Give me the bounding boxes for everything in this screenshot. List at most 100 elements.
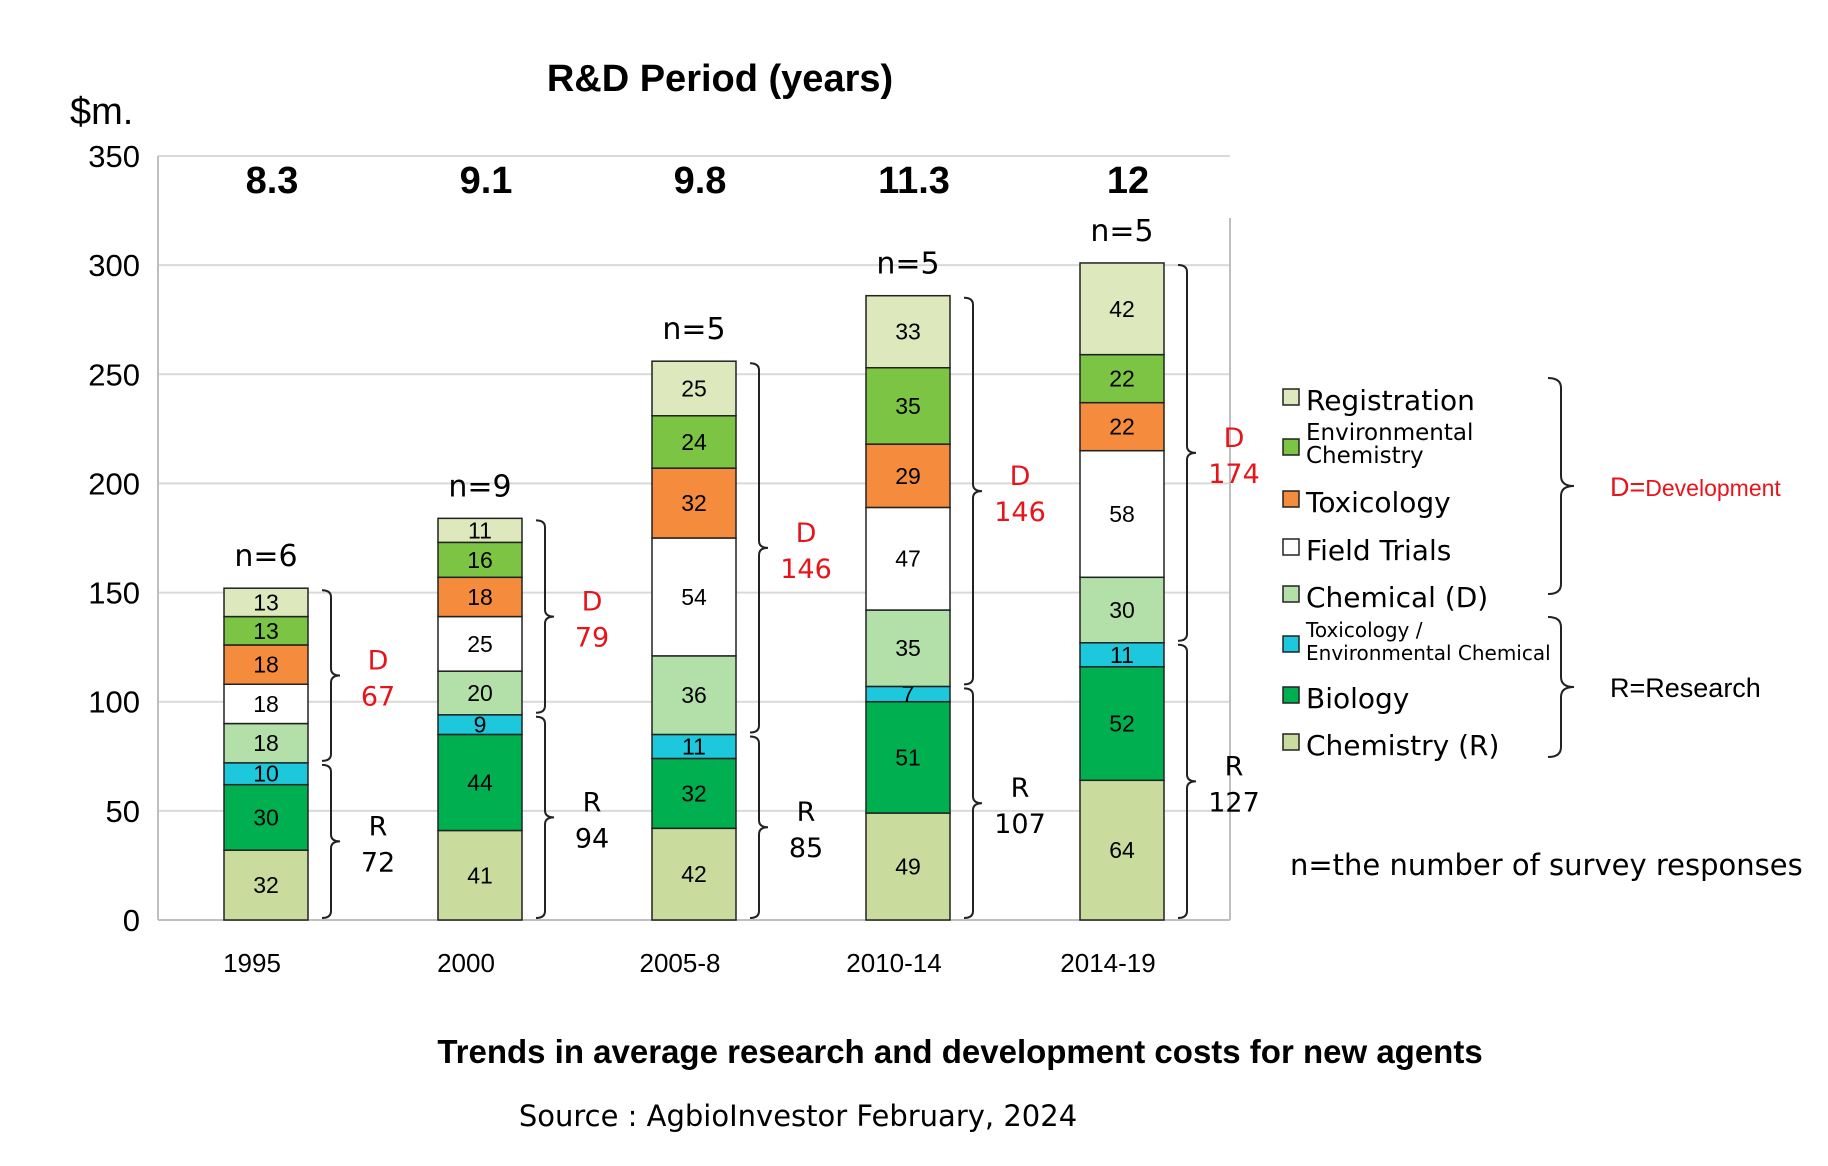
development-total: 174 (1208, 459, 1260, 490)
legend-swatch (1282, 686, 1300, 704)
legend-swatch (1282, 635, 1300, 653)
bar-value-label: 30 (253, 804, 279, 830)
survey-note: n=the number of survey responses (1290, 848, 1803, 882)
bar-value-label: 42 (681, 861, 707, 887)
x-tick-label: 2005-8 (640, 948, 721, 978)
bar-value-label: 22 (1109, 414, 1135, 440)
bar-segment (651, 467, 737, 539)
bar-value-label: 25 (681, 375, 707, 401)
research-total: 94 (575, 823, 609, 854)
legend-swatch (1282, 438, 1300, 456)
bar-segment (223, 615, 309, 646)
bar-stack-1995: 32 30 10 18 18 18 13 13 (223, 587, 309, 921)
legend-swatch (1282, 585, 1300, 603)
development-letter: D (368, 646, 389, 677)
bar-segment (223, 587, 309, 618)
bar-value-label: 44 (467, 769, 493, 795)
legend-swatch (1282, 733, 1300, 751)
bar-value-label: 32 (681, 490, 707, 516)
bar-value-label: 58 (1109, 501, 1135, 527)
bar-segment (1079, 401, 1165, 452)
y-tick-label: 250 (88, 357, 140, 392)
bar-segment (865, 506, 951, 611)
bar-value-label: 64 (1109, 837, 1135, 863)
stacked-bars: 32 30 10 18 18 18 13 13 41 44 9 20 25 18 16 11 42 32 11 36 5… (223, 262, 1165, 921)
period-years: 11.3 (878, 160, 950, 202)
bar-segment (651, 827, 737, 921)
bar-value-label: 18 (253, 691, 279, 717)
bar-segment (437, 615, 523, 672)
research-letter: R (583, 787, 602, 818)
legend-label: Chemistry (1306, 443, 1424, 469)
development-group-brace (1547, 377, 1575, 595)
x-tick-label: 2010-14 (846, 948, 941, 978)
development-letter: D (1224, 423, 1245, 454)
period-years: 8.3 (246, 160, 299, 202)
bar-segment (437, 517, 523, 544)
research-brace (535, 715, 555, 919)
bar-value-label: 32 (681, 780, 707, 806)
bar-value-label: 9 (474, 712, 487, 738)
y-tick-label: 50 (106, 794, 140, 829)
bar-value-label: 32 (253, 872, 279, 898)
research-total: 85 (789, 833, 823, 864)
research-total: 72 (361, 847, 395, 878)
bar-value-label: 49 (895, 854, 921, 880)
bar-segment (437, 576, 523, 618)
bar-segment (223, 644, 309, 686)
bar-value-label: 13 (253, 618, 279, 644)
bar-value-label: 11 (468, 517, 492, 543)
x-tick-label: 1995 (223, 948, 281, 978)
research-brace (749, 735, 769, 919)
bar-value-label: 7 (902, 681, 915, 707)
bar-value-label: 30 (1109, 597, 1135, 623)
bar-segment (651, 655, 737, 736)
development-brace (963, 296, 983, 686)
development-total: 146 (780, 554, 832, 585)
research-letter: R (1011, 773, 1030, 804)
research-letter: R (797, 797, 816, 828)
bar-segment (1079, 779, 1165, 921)
period-years: 9.1 (460, 160, 513, 202)
source-line: Source : AgbioInvestor February, 2024 (519, 1099, 1077, 1133)
research-total: 127 (1208, 787, 1260, 818)
y-tick-label: 150 (88, 576, 140, 611)
y-tick-label: 100 (88, 685, 140, 720)
development-brace (1177, 263, 1197, 642)
bar-value-label: 54 (681, 584, 707, 610)
development-total: 79 (575, 623, 609, 654)
development-letter: D (1010, 461, 1031, 492)
bar-value-label: 51 (895, 744, 921, 770)
bar-value-label: 11 (1110, 642, 1134, 668)
bar-segment (865, 700, 951, 814)
research-group-brace (1547, 616, 1575, 758)
development-letter: D (796, 518, 817, 549)
bar-segment (437, 541, 523, 579)
bar-segment (1079, 666, 1165, 782)
bar-value-label: 11 (682, 733, 706, 759)
legend-swatch (1282, 538, 1300, 556)
bar-value-label: 35 (895, 393, 921, 419)
research-group-label: R=Research (1610, 673, 1761, 703)
legend-label: Field Trials (1306, 534, 1451, 567)
bar-segment (223, 683, 309, 725)
bar-value-label: 22 (1109, 366, 1135, 392)
bar-value-label: 16 (467, 547, 493, 573)
legend-label: Chemistry (R) (1306, 729, 1499, 762)
bar-value-label: 52 (1109, 711, 1135, 737)
bar-segment (223, 783, 309, 851)
n-label: n=5 (876, 247, 939, 282)
bar-value-label: 41 (467, 862, 493, 888)
y-unit-label: $m. (70, 91, 133, 133)
bar-stack-2010-14: 49 51 7 35 47 29 35 33 (865, 294, 951, 921)
x-tick-label: 2000 (437, 948, 495, 978)
research-letter: R (1225, 751, 1244, 782)
legend-swatch (1282, 388, 1300, 406)
research-total: 107 (994, 809, 1046, 840)
bar-segment (651, 537, 737, 657)
development-total: 146 (994, 497, 1046, 528)
bar-segment (437, 670, 523, 716)
n-label: n=6 (234, 539, 297, 574)
development-letter: D (582, 587, 603, 618)
